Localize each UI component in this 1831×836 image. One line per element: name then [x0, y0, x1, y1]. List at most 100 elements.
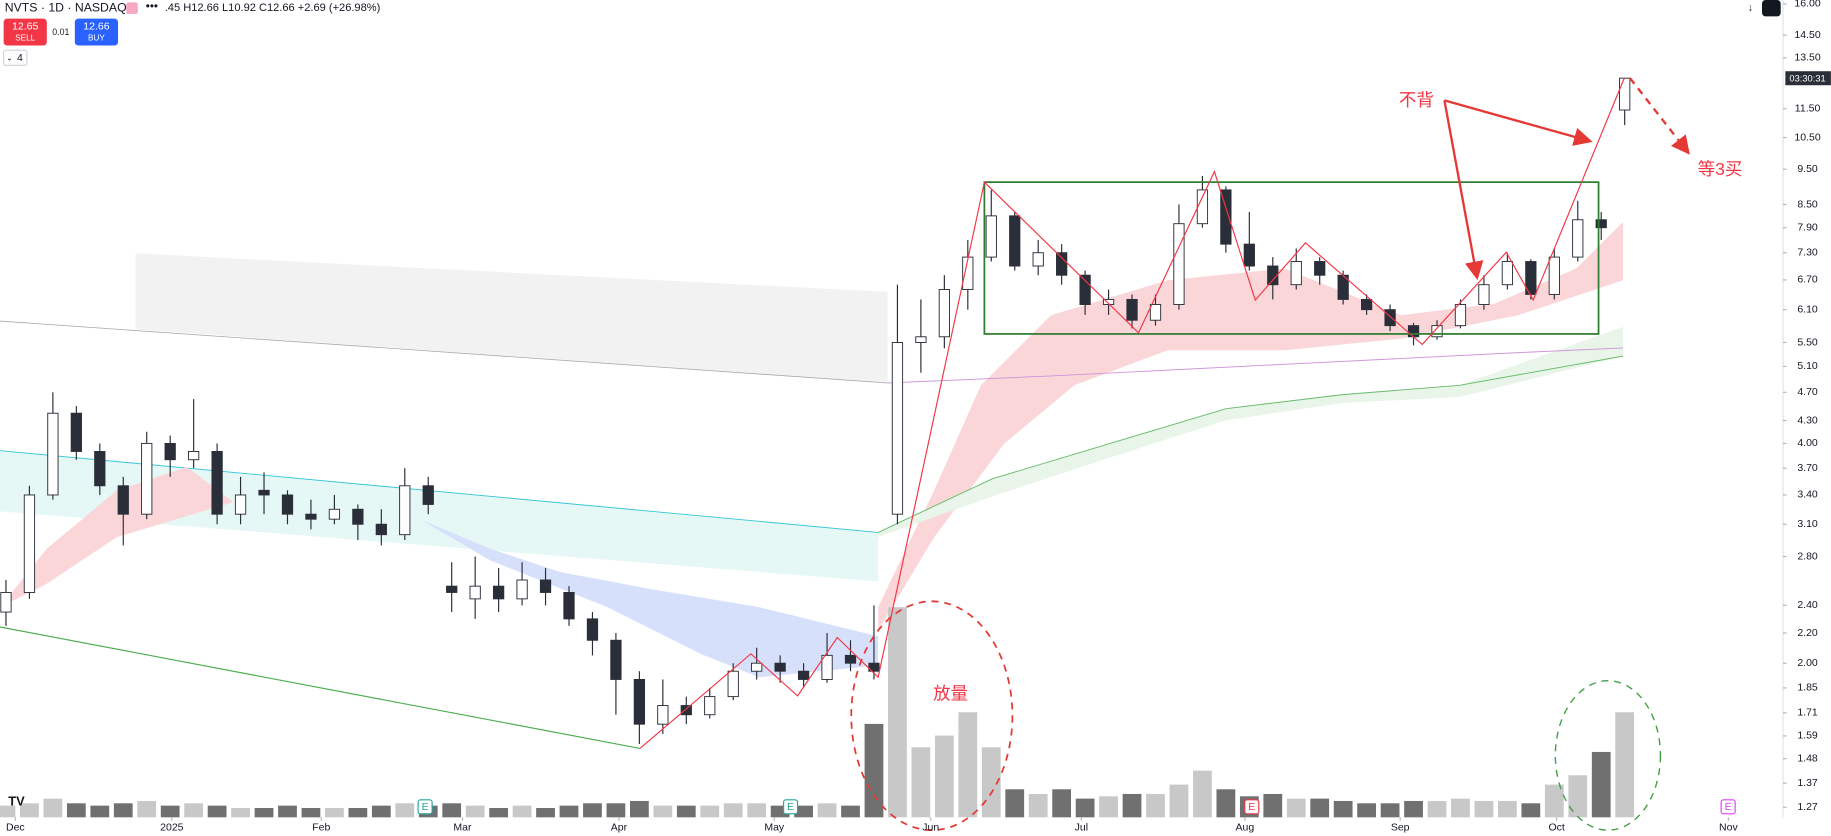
volume-bar: [0, 805, 16, 818]
volume-bar: [559, 805, 579, 818]
volume-bar: [864, 723, 884, 818]
y-tick-label: 16.00: [1794, 0, 1820, 10]
candle-body: [94, 451, 106, 487]
x-tick-label: 2025: [160, 822, 184, 834]
event-label: E: [1725, 801, 1732, 813]
candle-body: [281, 494, 294, 515]
sell-button[interactable]: [3, 18, 47, 46]
volume-bar: [20, 803, 39, 818]
candle-body: [1407, 325, 1420, 338]
marks: [0, 77, 1635, 818]
sell-label: SELL: [15, 34, 35, 43]
y-tick-label: 5.50: [1797, 336, 1818, 348]
annotation: 放量: [933, 683, 968, 703]
dashed-arrow: [1629, 77, 1690, 155]
y-tick-label: 3.10: [1797, 518, 1818, 530]
volume-bar: [325, 807, 344, 818]
x-tick-label: Feb: [312, 822, 330, 834]
indicator-toggle[interactable]: [3, 49, 28, 66]
x-tick-label: Aug: [1236, 822, 1255, 834]
volume-bar: [1544, 784, 1564, 818]
volume-bar: [1333, 800, 1353, 818]
download-icon[interactable]: ↓: [1748, 2, 1753, 14]
volume-bar: [184, 803, 204, 818]
event-marker[interactable]: [417, 799, 433, 815]
x-tick-label: Sep: [1391, 822, 1410, 834]
volume-bar: [66, 803, 86, 818]
volume-bar: [747, 803, 767, 818]
countdown: 03:30:31: [1789, 73, 1825, 83]
volume-bar: [794, 805, 813, 818]
candle-body: [868, 662, 880, 672]
candle-body: [234, 494, 247, 515]
x-tick-label: Jul: [1075, 822, 1088, 834]
more-icon[interactable]: •••: [146, 0, 158, 13]
event-marker[interactable]: [1244, 799, 1260, 815]
candle-body: [164, 442, 176, 461]
candle-body: [23, 494, 36, 593]
volume-bar: [137, 800, 157, 818]
y-tick-label: 11.50: [1795, 102, 1821, 114]
volume-bar: [770, 805, 790, 818]
volume-bar: [43, 798, 63, 818]
volume-bar: [512, 805, 532, 818]
volume-bar: [1380, 803, 1400, 818]
event-label: E: [787, 801, 794, 813]
candle-body: [1149, 304, 1162, 321]
symbol[interactable]: NVTS · 1D · NASDAQ: [5, 0, 127, 14]
event-marker[interactable]: [782, 799, 799, 815]
candle-body: [1173, 223, 1185, 305]
volume-bar: [1122, 793, 1142, 818]
event-marker[interactable]: [1720, 799, 1736, 815]
x-tick-label: Jun: [922, 822, 939, 834]
volume-bar: [841, 805, 860, 818]
volume-bar: [1310, 798, 1330, 818]
volume-bar: [1146, 793, 1165, 818]
volume-bar: [700, 805, 720, 818]
y-tick-label: 4.30: [1797, 414, 1818, 426]
y-tick-label: 1.27: [1797, 801, 1818, 813]
settings-button[interactable]: [1762, 0, 1781, 17]
volume-bar: [395, 803, 415, 818]
indicator-count: 4: [17, 52, 23, 64]
candle-body: [657, 705, 669, 725]
volume-bar: [911, 747, 931, 818]
x-tick-label: Dec: [6, 822, 25, 834]
volume-bar: [817, 803, 837, 818]
x-tick-label: Apr: [611, 822, 628, 834]
y-tick-label: 9.50: [1797, 163, 1818, 175]
y-tick-label: 1.71: [1797, 707, 1818, 719]
candle-body: [1619, 77, 1631, 111]
volume-bar: [1193, 770, 1212, 818]
candle-body: [1126, 298, 1138, 321]
y-tick-label: 4.70: [1797, 386, 1818, 398]
candle-body: [610, 639, 622, 680]
y-tick-label: 5.10: [1797, 360, 1818, 372]
candle-body: [305, 513, 317, 520]
volume-bar: [1028, 793, 1048, 818]
candle-body: [352, 508, 364, 525]
candle-body: [446, 585, 458, 593]
volume-bar: [1591, 751, 1611, 818]
range-box: [983, 181, 1600, 335]
y-tick-label: 2.80: [1797, 550, 1818, 562]
candle-body: [633, 678, 646, 725]
y-tick-label: 10.50: [1794, 131, 1820, 143]
volume-bar: [371, 805, 391, 818]
green-trendline: [0, 626, 641, 750]
candle-body: [915, 336, 927, 343]
flag-icon[interactable]: [126, 2, 138, 15]
candle-body: [1290, 261, 1302, 286]
candle-body: [1525, 261, 1537, 295]
candle-body: [328, 508, 341, 520]
trend-band: [135, 253, 888, 383]
candle-body: [1595, 219, 1607, 229]
event-label: E: [422, 801, 429, 813]
y-tick-label: 4.00: [1797, 437, 1818, 449]
candle-body: [1009, 215, 1021, 267]
volume-bar: [489, 807, 509, 818]
buy-button[interactable]: [74, 18, 119, 46]
y-tick-label: 7.90: [1797, 221, 1818, 233]
y-tick-label: 1.37: [1797, 777, 1818, 789]
x-tick-label: Mar: [453, 822, 472, 834]
